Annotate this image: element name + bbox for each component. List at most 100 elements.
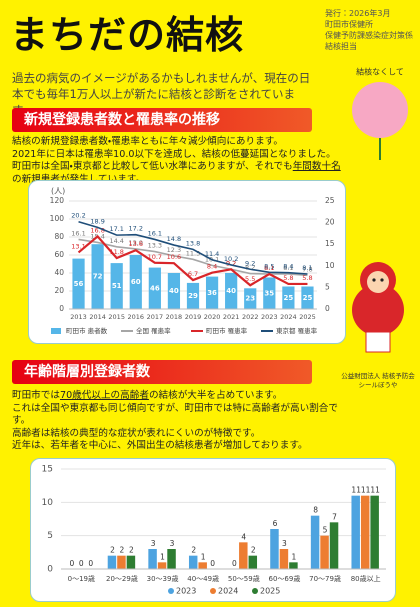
- bar-value-label: 2: [110, 546, 115, 555]
- bar-value-label: 46: [150, 284, 160, 292]
- chart-frame: 0 5 10 15 0〜19歳 20〜29歳 30〜39歳 40〜49歳 50〜59歳 60〜69…: [30, 458, 396, 602]
- line-value-label: 16.1: [148, 229, 162, 237]
- y-axis-label: (人): [51, 187, 65, 196]
- bar: [320, 535, 329, 569]
- x-tick-label: 40〜49歳: [187, 574, 219, 583]
- bar-value-label: 3: [282, 539, 287, 548]
- bar: [129, 255, 142, 309]
- emphasis: 年間数十名: [292, 161, 341, 172]
- x-tick-label: 2016: [127, 313, 144, 321]
- line-value-label: 9.2: [226, 259, 236, 267]
- bar: [225, 273, 238, 309]
- bar: [239, 542, 248, 569]
- badge: [352, 82, 408, 138]
- legend-swatch: [252, 588, 258, 594]
- bar-value-label: 40: [169, 287, 179, 295]
- body-text: の結核が大半を占めています。: [148, 390, 283, 401]
- issue-line: 町田市保健所: [325, 20, 373, 29]
- line-value-label: 5.8: [283, 274, 293, 282]
- line-value-label: 8.1: [264, 264, 274, 272]
- bar-value-label: 60: [131, 278, 141, 286]
- line-value-label: 8.2: [245, 264, 255, 272]
- mascot-eye: [372, 278, 376, 282]
- mascot-caption: 公益財団法人 結核予防会 シールぼうや: [338, 372, 418, 390]
- bar: [370, 495, 379, 569]
- y2-tick-label: 10: [325, 261, 335, 270]
- bar: [126, 555, 136, 569]
- y-tick-label: 100: [50, 214, 65, 223]
- bar: [301, 286, 314, 309]
- x-tick-label: 80歳以上: [351, 574, 381, 583]
- mascot-eye: [380, 278, 384, 282]
- legend-label: 2024: [218, 587, 238, 596]
- bar-value-label: 1: [201, 552, 206, 561]
- x-tick-label: 70〜79歳: [309, 574, 341, 583]
- bar: [167, 273, 181, 309]
- line-value-label: 14.8: [167, 235, 181, 243]
- bar-value-label: 3: [151, 539, 156, 548]
- bar: [157, 562, 167, 569]
- line-value-label: 13.6: [129, 240, 143, 248]
- x-tick-label: 60〜69歳: [269, 574, 301, 583]
- bar-value-label: 25: [303, 294, 313, 302]
- line-value-label: 17.1: [109, 225, 123, 233]
- body-line: 2021年に日本は罹患率10.0以下を達成し、結核の低蔓延国となりました。町田市…: [12, 149, 344, 187]
- bar: [244, 288, 257, 309]
- bar: [167, 549, 176, 569]
- chart-frame: (人) 0 20 40 60 80 100 120 0 5 10 15 20 25 2013 2014 2015…: [28, 180, 346, 344]
- y2-tick-label: 20: [325, 218, 335, 227]
- line-value-label: 11.4: [205, 250, 219, 258]
- bar-value-label: 0: [79, 559, 84, 568]
- line-value-label: 6.7: [188, 270, 198, 278]
- line-value-label: 8.1: [264, 264, 274, 272]
- line-value-label: 13.8: [186, 239, 200, 247]
- bar-value-label: 7: [332, 512, 337, 521]
- mascot-face: [367, 271, 389, 293]
- legend-label: 全国 罹患率: [136, 326, 171, 335]
- bar: [91, 244, 104, 309]
- bar: [107, 555, 117, 569]
- line-value-label: 16.8: [90, 226, 104, 234]
- line-value-label: 17.2: [129, 225, 143, 233]
- bar: [148, 267, 161, 309]
- line-value-label: 10.6: [167, 253, 181, 261]
- line-value-label: 5.5: [245, 275, 255, 283]
- bar-value-label: 29: [188, 292, 198, 300]
- bar-value-label: 51: [112, 282, 122, 290]
- line-value-label: 10.7: [148, 253, 162, 261]
- bar-value-label: 8: [313, 506, 318, 515]
- page-title: まちだの結核: [10, 13, 245, 57]
- section-body: 町田市では70歳代以上の高齢者の結核が大半を占めています。 これは全国や東京都も…: [12, 390, 344, 453]
- line-value-label: 8.1: [302, 264, 312, 272]
- bar: [117, 555, 126, 569]
- y2-tick-label: 25: [325, 196, 335, 205]
- caption-line: シールぼうや: [358, 381, 398, 389]
- bar-value-label: 23: [245, 295, 255, 303]
- line-value-label: 7.8: [302, 265, 312, 273]
- bar: [329, 522, 339, 569]
- bar: [289, 562, 298, 569]
- issue-line: 保健予防課感染症対策係: [325, 31, 413, 40]
- bar-value-label: 0: [88, 559, 93, 568]
- line-value-label: 8.5: [264, 262, 274, 270]
- x-tick-label: 2017: [147, 313, 164, 321]
- illustration: 結核なくして: [352, 67, 408, 353]
- x-tick-label: 0〜19歳: [68, 574, 95, 583]
- issue-info: 発行：2026年3月 町田市保健所 保健予防課感染症対策係 結核担当: [325, 8, 413, 52]
- body-line: これは全国や東京都も同じ傾向ですが、町田市では特に高齢者が高い割合です。: [12, 402, 338, 427]
- line-value-label: 20.2: [71, 212, 85, 220]
- bar-value-label: 2: [191, 546, 196, 555]
- body-line: 町田市では70歳代以上の高齢者の結核が大半を占めています。: [12, 390, 344, 403]
- body-line: 近年は、若年者を中心に、外国出生の結核患者が増加しております。: [12, 440, 308, 451]
- line-value-label: 13.1: [71, 242, 85, 250]
- bar: [148, 549, 157, 569]
- legend-swatch: [51, 328, 61, 334]
- bar-value-label: 11: [351, 486, 361, 495]
- bar: [188, 555, 198, 569]
- body-line: 高齢者は結核の典型的な症状が表れにくいのが特徴です。: [12, 427, 261, 439]
- legend-label: 東京都 罹患率: [276, 326, 318, 335]
- legend-label: 町田市 罹患率: [206, 326, 248, 335]
- x-tick-label: 2025: [299, 313, 316, 321]
